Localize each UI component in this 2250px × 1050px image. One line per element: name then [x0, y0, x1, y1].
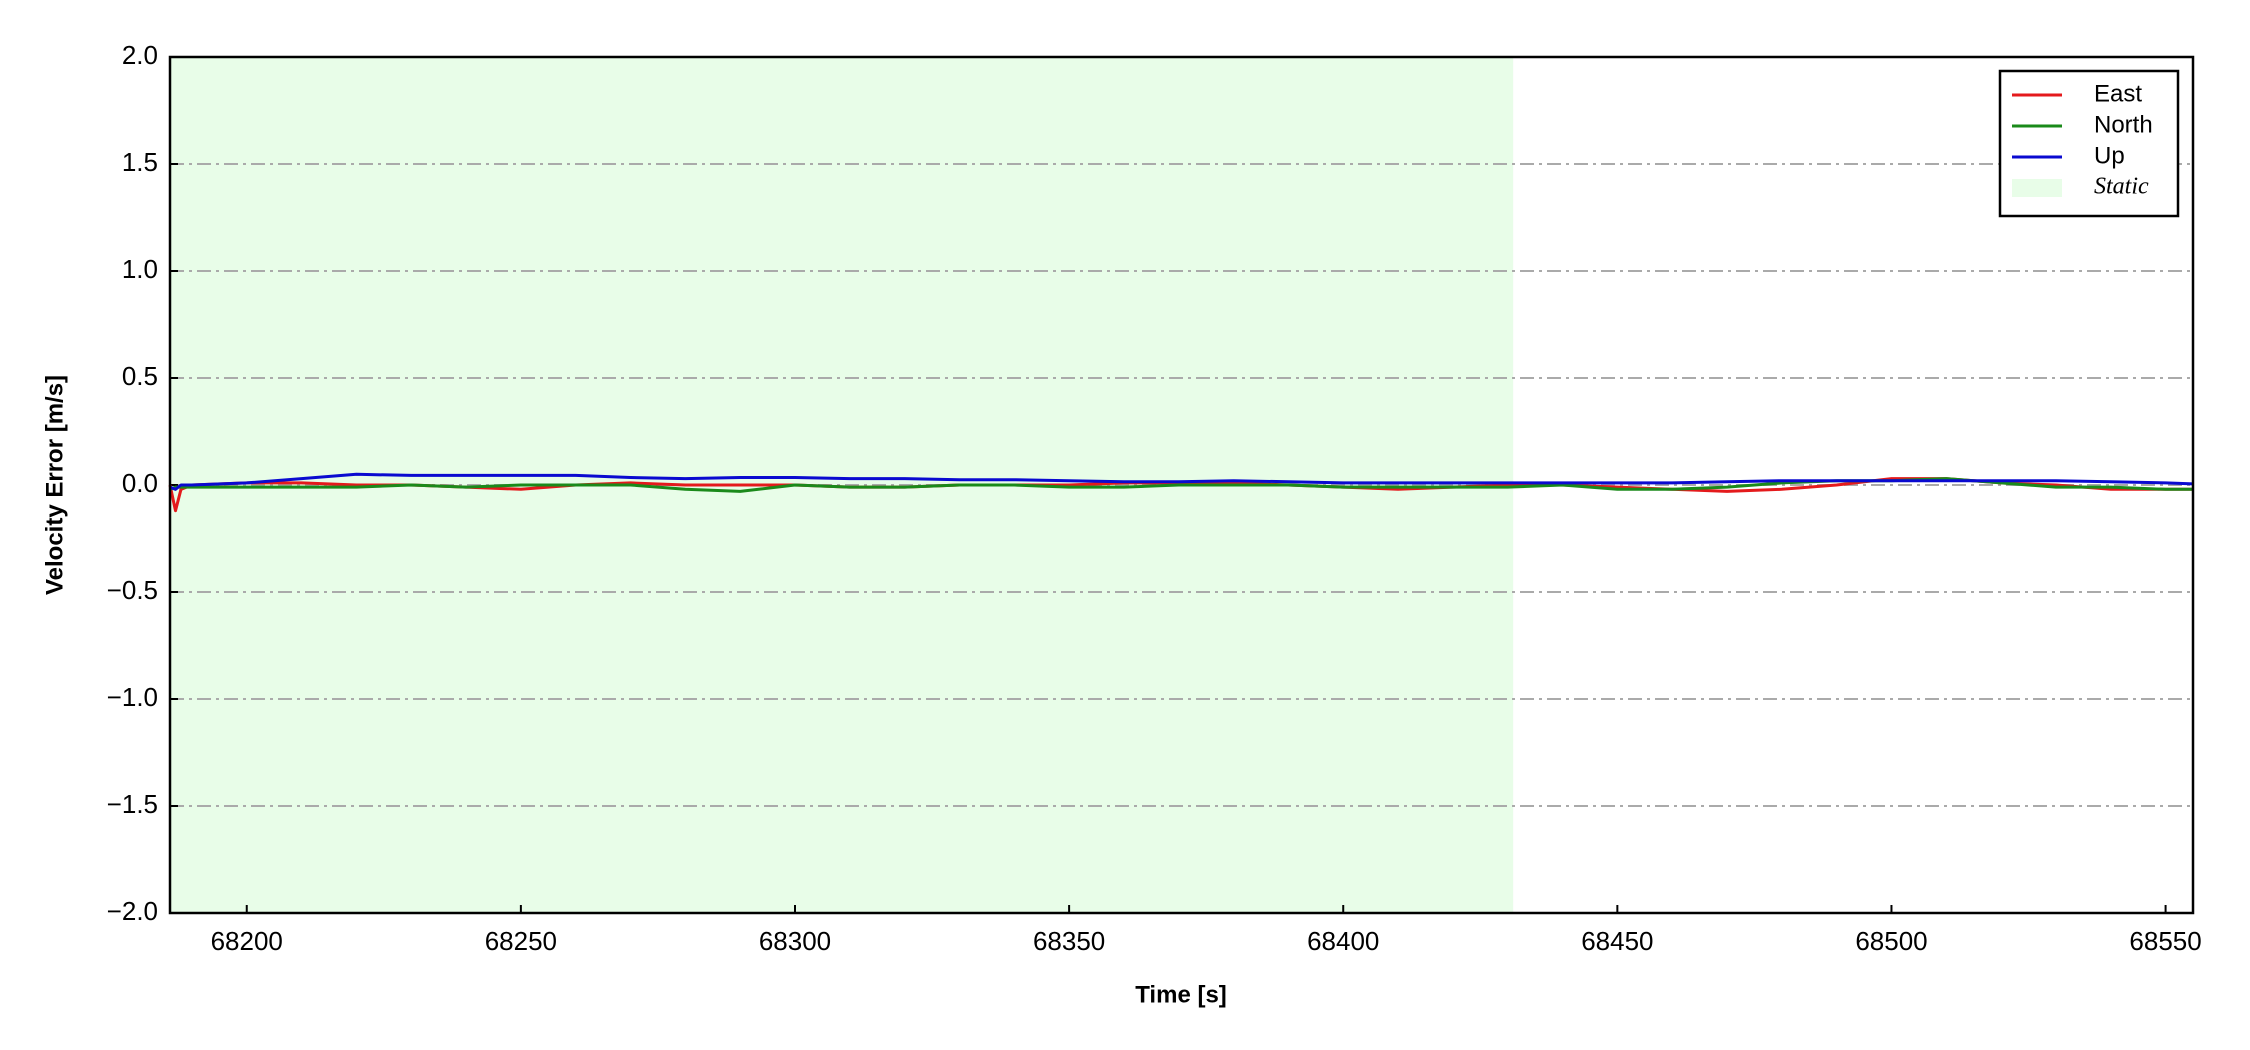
y-tick-label: 2.0 — [122, 40, 158, 70]
x-tick-label: 68450 — [1581, 926, 1653, 956]
y-axis-label: Velocity Error [m/s] — [41, 375, 68, 595]
y-tick-label: −1.0 — [107, 682, 158, 712]
x-tick-label: 68250 — [485, 926, 557, 956]
legend-label: Up — [2094, 142, 2125, 169]
plot-frame — [168, 55, 2195, 915]
legend-label: Static — [2094, 174, 2149, 200]
y-tick-label: −1.5 — [107, 789, 158, 819]
y-tick-label: 0.0 — [122, 468, 158, 498]
x-tick-label: 68350 — [1033, 926, 1105, 956]
y-tick-label: 0.5 — [122, 361, 158, 391]
x-tick-label: 68400 — [1307, 926, 1379, 956]
x-tick-label: 68550 — [2129, 926, 2201, 956]
legend-label: East — [2094, 80, 2142, 107]
y-tick-label: −2.0 — [107, 896, 158, 926]
series-line — [169, 472, 2194, 491]
x-axis-label: Time [s] — [1135, 981, 1227, 1008]
x-tick-label: 68200 — [211, 926, 283, 956]
x-tick-label: 68300 — [759, 926, 831, 956]
legend-swatch — [2012, 179, 2062, 197]
y-tick-label: 1.5 — [122, 147, 158, 177]
x-tick-label: 68500 — [1855, 926, 1927, 956]
y-tick-label: 1.0 — [122, 254, 158, 284]
y-tick-label: −0.5 — [107, 575, 158, 605]
legend-label: North — [2094, 111, 2153, 138]
